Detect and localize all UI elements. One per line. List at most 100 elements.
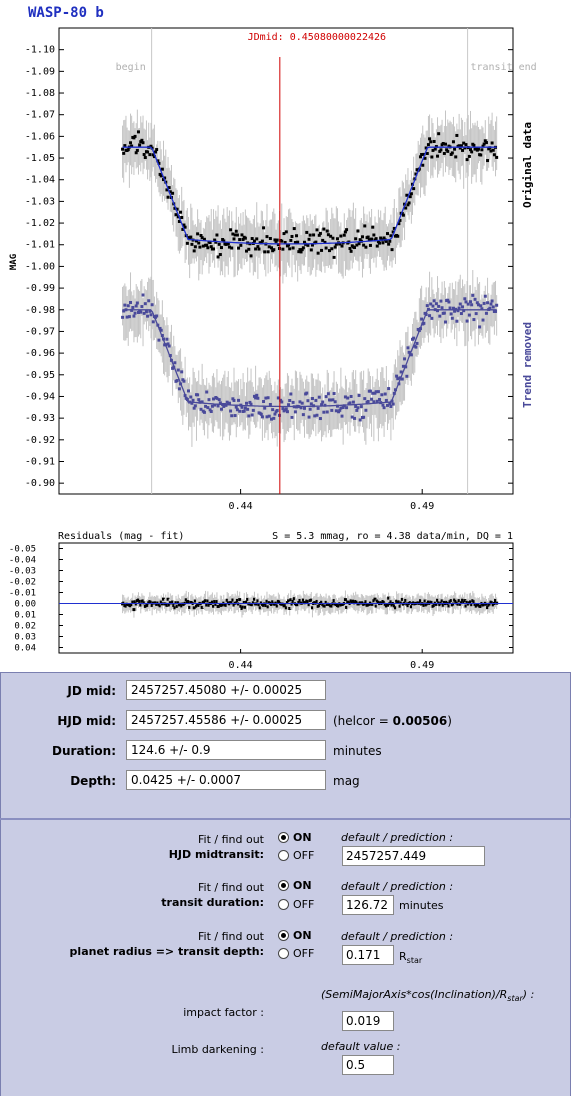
data-point [430, 155, 434, 159]
data-point [188, 237, 192, 241]
data-point [454, 155, 458, 159]
data-point [385, 232, 389, 236]
limb-label: Limb darkening : [171, 1043, 264, 1056]
radius-on-radio[interactable]: ON [278, 929, 312, 942]
y-tick-label: -0.99 [25, 283, 55, 294]
hjd-mid-field[interactable]: 2457257.45586 +/- 0.00025 [126, 710, 326, 730]
data-point [125, 315, 129, 319]
data-point [307, 237, 311, 241]
residual-point [159, 600, 163, 604]
data-point [227, 245, 231, 249]
residual-point [212, 604, 216, 608]
data-point [384, 239, 388, 243]
data-point [321, 238, 325, 242]
data-point [329, 398, 333, 402]
midtransit-on-radio[interactable]: ON [278, 831, 312, 844]
residual-point [132, 608, 136, 612]
duration-field[interactable]: 124.6 +/- 0.9 [126, 740, 326, 760]
data-point [189, 395, 193, 399]
data-point [378, 397, 382, 401]
data-point [480, 148, 484, 152]
residual-point [457, 599, 461, 603]
data-point [368, 243, 372, 247]
fit-radius-line1: Fit / find out [198, 930, 264, 943]
data-point [383, 392, 387, 396]
data-point [190, 242, 194, 246]
data-point [320, 403, 324, 407]
residual-point [245, 600, 249, 604]
data-point [392, 226, 396, 230]
jd-mid-field[interactable]: 2457257.45080 +/- 0.00025 [126, 680, 326, 700]
data-point [198, 245, 202, 249]
data-point [458, 302, 462, 306]
limb-input[interactable]: 0.5 [342, 1055, 394, 1075]
depth-field[interactable]: 0.0425 +/- 0.0007 [126, 770, 326, 790]
data-point [298, 248, 302, 252]
data-point [431, 304, 435, 308]
data-point [141, 141, 145, 145]
data-point [222, 404, 226, 408]
residual-point [281, 602, 285, 606]
residual-point [284, 606, 288, 610]
duration-input[interactable]: 126.72 [342, 895, 394, 915]
trend-removed-fit-line [122, 309, 497, 408]
residual-point [258, 606, 262, 610]
data-point [133, 311, 137, 315]
data-point [187, 389, 191, 393]
data-point [438, 314, 442, 318]
radius-input[interactable]: 0.171 [342, 945, 394, 965]
data-point [232, 237, 236, 241]
data-point [343, 395, 347, 399]
data-point [461, 305, 465, 309]
residual-point [345, 605, 349, 609]
fit-midtransit-line1: Fit / find out [198, 833, 264, 846]
data-point [130, 144, 134, 148]
y-tick-label: -1.10 [25, 45, 55, 56]
data-point [436, 154, 440, 158]
residual-point [197, 603, 201, 607]
data-point [217, 242, 221, 246]
residual-point [432, 604, 436, 608]
data-point [370, 397, 374, 401]
data-point [260, 415, 264, 419]
transit-end-label: transit end [470, 62, 536, 73]
data-point [310, 397, 314, 401]
y-tick-label: -1.04 [25, 175, 55, 186]
data-point [433, 147, 437, 151]
helcor-note: (helcor = 0.00506) [333, 714, 452, 728]
data-point [138, 143, 142, 147]
y-axis-label: MAG [9, 254, 19, 270]
midtransit-input[interactable]: 2457257.449 [342, 846, 485, 866]
data-point [350, 415, 354, 419]
data-point [209, 245, 213, 249]
data-point [154, 150, 158, 154]
residual-point [292, 597, 296, 601]
radius-off-radio[interactable]: OFF [278, 947, 314, 960]
residual-point [176, 601, 180, 605]
data-point [484, 141, 488, 145]
duration-on-radio[interactable]: ON [278, 879, 312, 892]
data-point [388, 402, 392, 406]
data-point [271, 408, 275, 412]
residual-point [264, 604, 268, 608]
data-point [256, 396, 260, 400]
data-point [447, 300, 451, 304]
y-tick-label: -0.93 [25, 413, 55, 424]
data-point [325, 229, 329, 233]
residual-point [175, 604, 179, 608]
residual-point [213, 600, 217, 604]
data-point [456, 309, 460, 313]
midtransit-off-radio[interactable]: OFF [278, 849, 314, 862]
data-point [281, 247, 285, 251]
residual-point [418, 599, 422, 603]
impact-hint: (SemiMajorAxis*cos(Inclination)/Rstar) : [321, 988, 535, 1004]
data-point [446, 298, 450, 302]
duration-off-radio[interactable]: OFF [278, 898, 314, 911]
data-point [406, 203, 410, 207]
impact-input[interactable]: 0.019 [342, 1011, 394, 1031]
data-point [230, 414, 234, 418]
y-tick-label: -1.00 [25, 261, 55, 272]
residual-point [397, 600, 401, 604]
data-point [123, 303, 127, 307]
residual-point [307, 603, 311, 607]
